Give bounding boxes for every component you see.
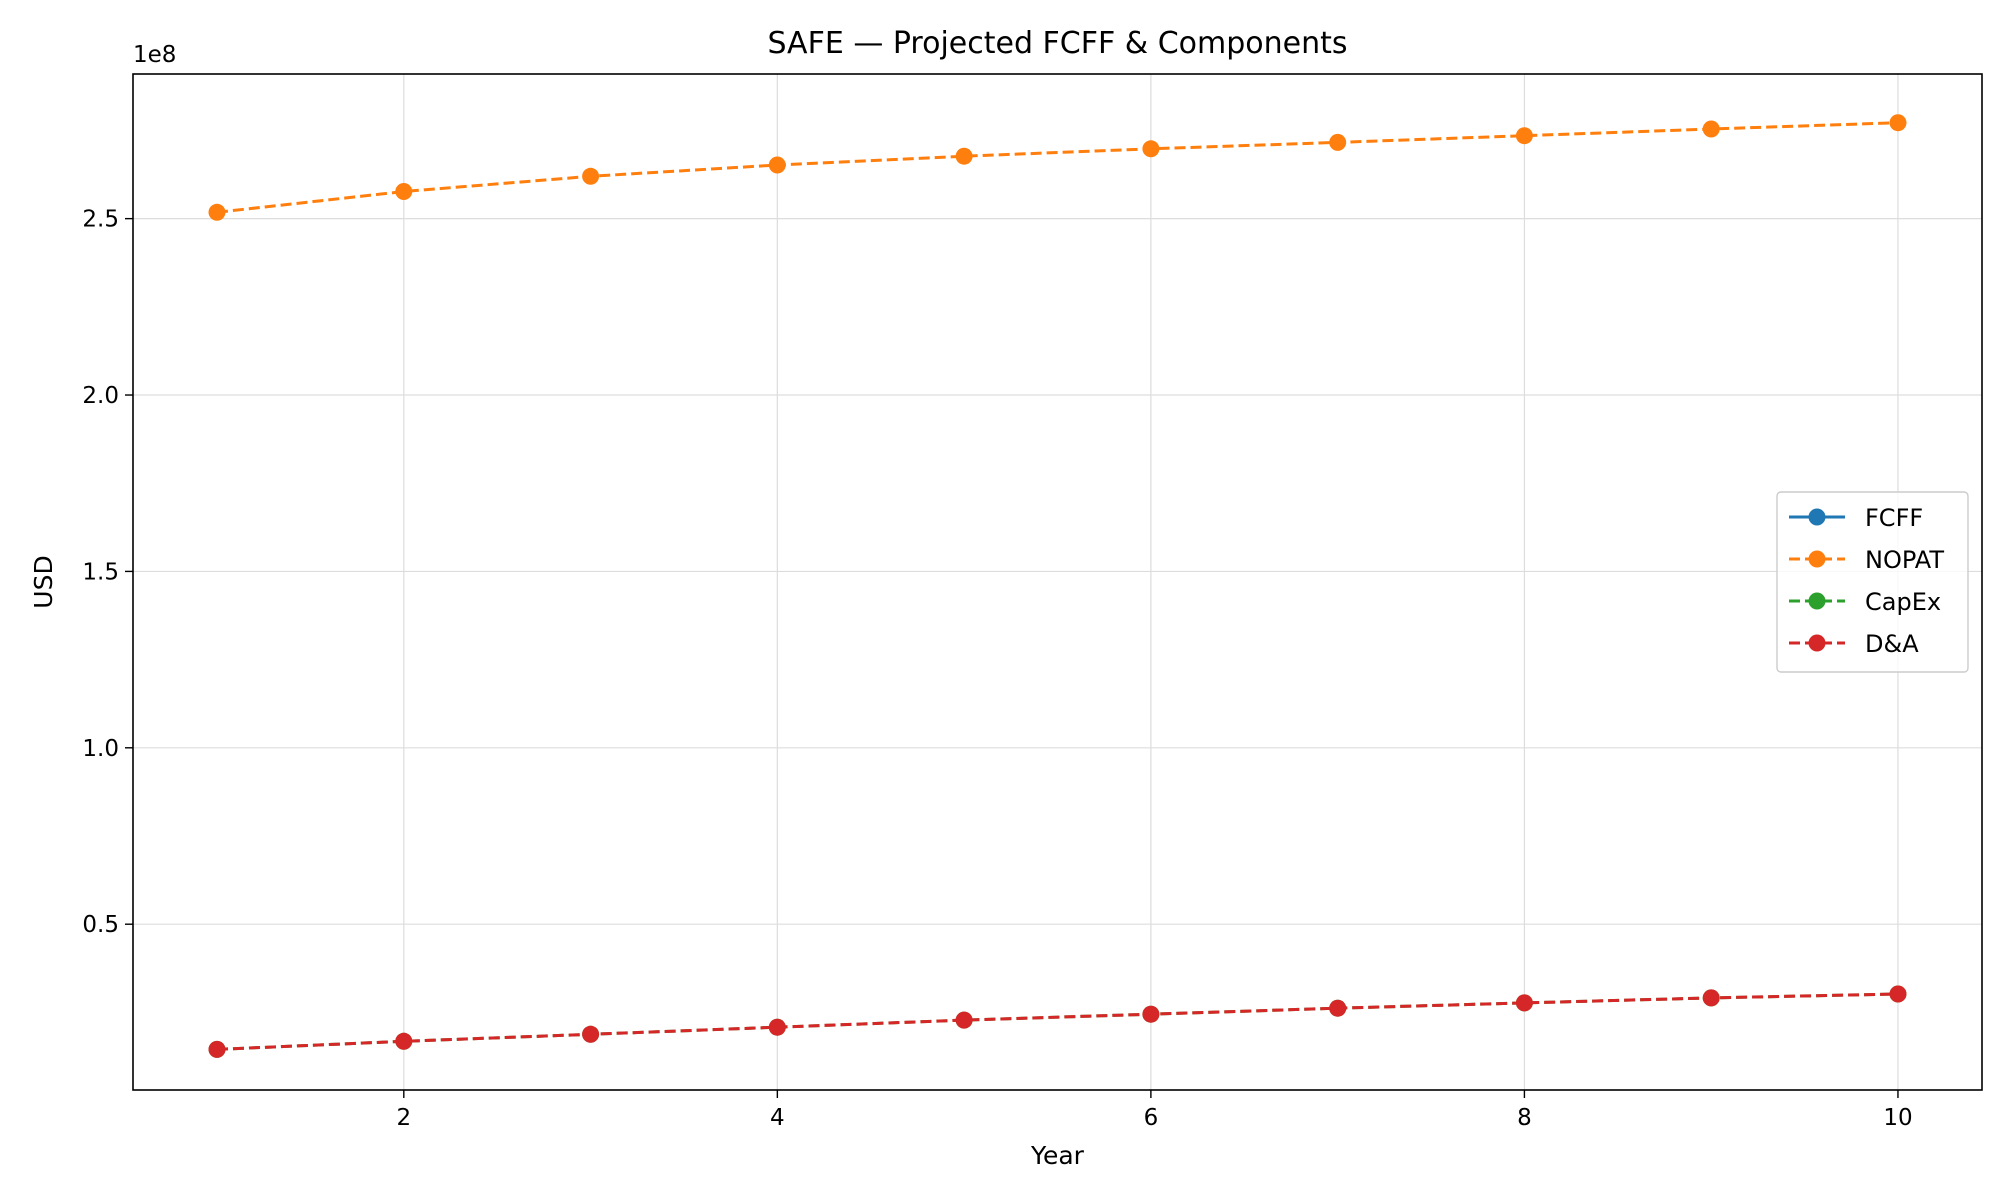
data-point-nopat bbox=[395, 183, 413, 200]
x-tick-label: 2 bbox=[396, 1105, 411, 1131]
legend-item-danda: D&A bbox=[1789, 630, 1919, 658]
data-point-danda bbox=[582, 1025, 600, 1043]
data-point-danda bbox=[1889, 985, 1907, 1003]
x-tick-label: 10 bbox=[1883, 1105, 1912, 1131]
data-point-danda bbox=[1515, 994, 1533, 1012]
legend-box bbox=[1776, 491, 1969, 673]
legend-marker bbox=[1808, 634, 1826, 652]
x-tick-label: 8 bbox=[1517, 1105, 1532, 1131]
data-point-nopat bbox=[1889, 114, 1907, 132]
y-tick-label: 1.0 bbox=[82, 736, 119, 762]
y-tick-label: 1.5 bbox=[82, 559, 119, 585]
series-line-danda bbox=[216, 992, 1899, 1051]
data-point-nopat bbox=[1329, 133, 1347, 151]
legend-item-capex: CapEx bbox=[1789, 588, 1941, 616]
data-point-danda bbox=[395, 1032, 413, 1050]
series-capex bbox=[208, 985, 1907, 1058]
data-point-nopat bbox=[1702, 120, 1720, 138]
plot-frame bbox=[132, 73, 1983, 1091]
series-layer bbox=[208, 114, 1907, 1058]
legend-label: NOPAT bbox=[1865, 546, 1944, 574]
data-point-nopat bbox=[955, 147, 973, 165]
legend: FCFF NOPAT CapEx D&A bbox=[1776, 491, 1969, 673]
data-point-danda bbox=[1702, 989, 1720, 1007]
legend-label: CapEx bbox=[1865, 588, 1941, 616]
data-point-nopat bbox=[208, 203, 226, 221]
legend-item-nopat: NOPAT bbox=[1789, 546, 1944, 574]
x-axis-label: Year bbox=[1030, 1141, 1085, 1170]
y-tick-label: 2.0 bbox=[82, 383, 119, 409]
data-point-nopat bbox=[1515, 127, 1533, 145]
data-point-danda bbox=[208, 1040, 226, 1058]
y-tick-label: 0.5 bbox=[82, 912, 119, 938]
series-nopat bbox=[208, 114, 1907, 221]
x-tick-label: 6 bbox=[1144, 1105, 1159, 1131]
legend-marker bbox=[1808, 550, 1826, 568]
data-point-danda bbox=[955, 1011, 973, 1029]
data-point-nopat bbox=[582, 167, 600, 185]
legend-item-fcff: FCFF bbox=[1789, 504, 1923, 532]
data-point-danda bbox=[1329, 999, 1347, 1017]
y-axis-label: USD bbox=[29, 555, 58, 608]
data-point-danda bbox=[768, 1018, 786, 1036]
series-danda bbox=[208, 985, 1907, 1058]
legend-marker bbox=[1808, 508, 1826, 526]
x-tick-label: 4 bbox=[770, 1105, 785, 1131]
series-line-capex bbox=[216, 992, 1899, 1051]
grid bbox=[133, 74, 1982, 1090]
legend-marker bbox=[1808, 592, 1826, 610]
ticks: 2 4 6 8 10 0.5 1.0 1.5 2.0 2.5 bbox=[82, 207, 1912, 1131]
data-point-danda bbox=[1142, 1005, 1160, 1023]
data-point-nopat bbox=[1142, 140, 1160, 158]
chart-title: SAFE — Projected FCFF & Components bbox=[767, 26, 1347, 61]
series-line-nopat bbox=[216, 121, 1899, 214]
y-tick-label: 2.5 bbox=[82, 207, 119, 233]
y-axis-offset-label: 1e8 bbox=[133, 42, 176, 68]
data-point-nopat bbox=[768, 156, 786, 174]
legend-label: FCFF bbox=[1865, 504, 1923, 532]
legend-label: D&A bbox=[1865, 630, 1919, 658]
